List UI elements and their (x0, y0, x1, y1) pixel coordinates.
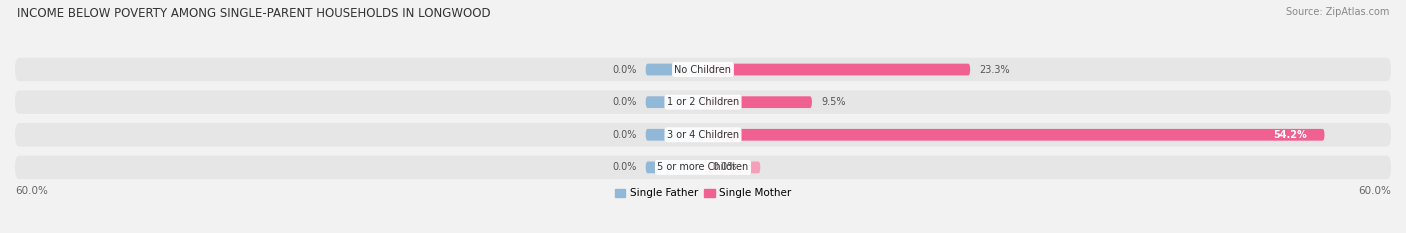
FancyBboxPatch shape (15, 123, 1391, 147)
FancyBboxPatch shape (15, 156, 1391, 179)
FancyBboxPatch shape (703, 129, 1324, 141)
Text: 23.3%: 23.3% (980, 65, 1010, 75)
Text: 3 or 4 Children: 3 or 4 Children (666, 130, 740, 140)
Text: 0.0%: 0.0% (612, 97, 637, 107)
Text: 0.0%: 0.0% (713, 162, 737, 172)
Legend: Single Father, Single Mother: Single Father, Single Mother (610, 184, 796, 202)
FancyBboxPatch shape (703, 64, 970, 75)
Text: 60.0%: 60.0% (15, 186, 48, 196)
Text: INCOME BELOW POVERTY AMONG SINGLE-PARENT HOUSEHOLDS IN LONGWOOD: INCOME BELOW POVERTY AMONG SINGLE-PARENT… (17, 7, 491, 20)
Text: 54.2%: 54.2% (1274, 130, 1308, 140)
Text: 0.0%: 0.0% (612, 162, 637, 172)
FancyBboxPatch shape (15, 90, 1391, 114)
Text: 1 or 2 Children: 1 or 2 Children (666, 97, 740, 107)
FancyBboxPatch shape (645, 129, 703, 141)
Text: 60.0%: 60.0% (1358, 186, 1391, 196)
FancyBboxPatch shape (645, 64, 703, 75)
Text: Source: ZipAtlas.com: Source: ZipAtlas.com (1285, 7, 1389, 17)
FancyBboxPatch shape (703, 161, 761, 173)
Text: 5 or more Children: 5 or more Children (658, 162, 748, 172)
Text: 0.0%: 0.0% (612, 130, 637, 140)
FancyBboxPatch shape (15, 58, 1391, 81)
Text: No Children: No Children (675, 65, 731, 75)
Text: 0.0%: 0.0% (612, 65, 637, 75)
FancyBboxPatch shape (645, 161, 703, 173)
FancyBboxPatch shape (645, 96, 703, 108)
Text: 9.5%: 9.5% (821, 97, 845, 107)
FancyBboxPatch shape (703, 96, 811, 108)
